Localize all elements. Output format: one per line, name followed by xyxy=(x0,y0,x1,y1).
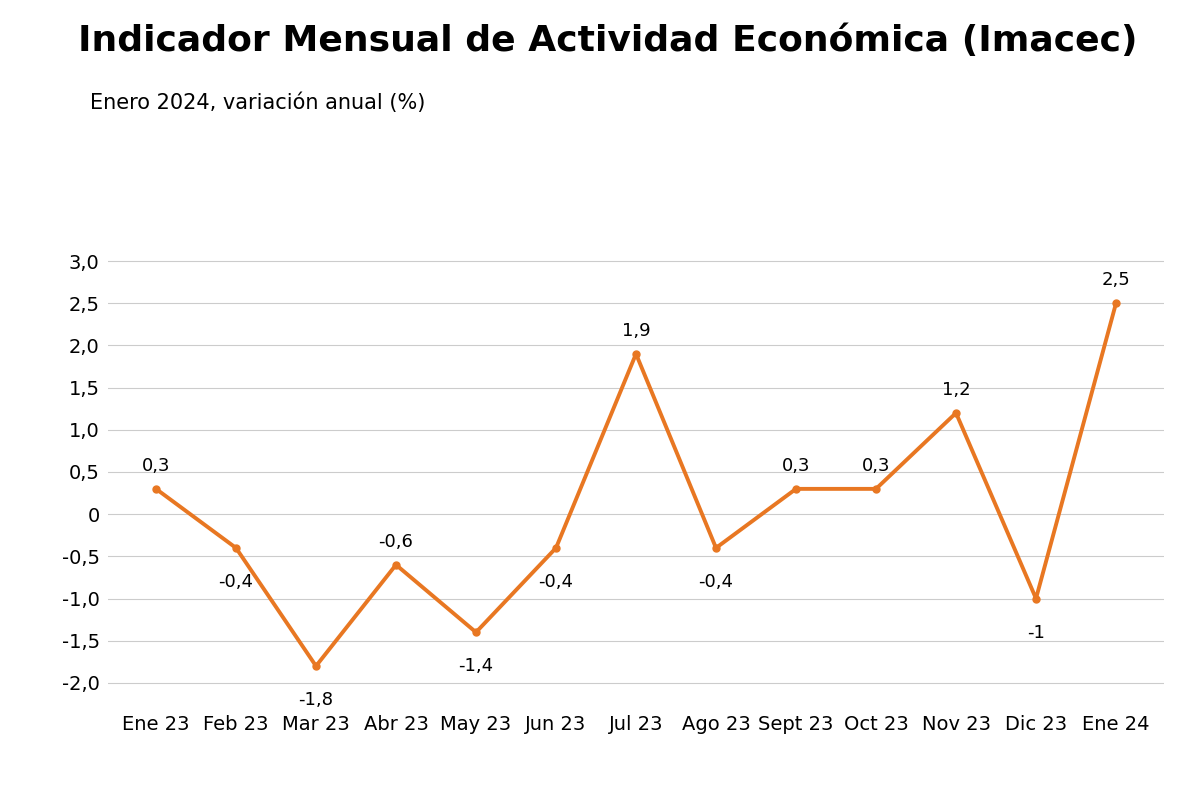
Text: -1: -1 xyxy=(1027,623,1045,642)
Text: 2,5: 2,5 xyxy=(1102,271,1130,290)
Text: -1,4: -1,4 xyxy=(458,658,493,675)
Text: -0,6: -0,6 xyxy=(378,533,414,551)
Text: 0,3: 0,3 xyxy=(142,457,170,475)
Text: -0,4: -0,4 xyxy=(698,573,733,591)
Text: Enero 2024, variación anual (%): Enero 2024, variación anual (%) xyxy=(90,92,425,113)
Text: -0,4: -0,4 xyxy=(539,573,574,591)
Text: 1,2: 1,2 xyxy=(942,381,971,399)
Text: 1,9: 1,9 xyxy=(622,322,650,340)
Text: Indicador Mensual de Actividad Económica (Imacec): Indicador Mensual de Actividad Económica… xyxy=(78,24,1138,58)
Text: 0,3: 0,3 xyxy=(781,457,810,475)
Text: 0,3: 0,3 xyxy=(862,457,890,475)
Text: -0,4: -0,4 xyxy=(218,573,253,591)
Text: -1,8: -1,8 xyxy=(299,691,334,709)
